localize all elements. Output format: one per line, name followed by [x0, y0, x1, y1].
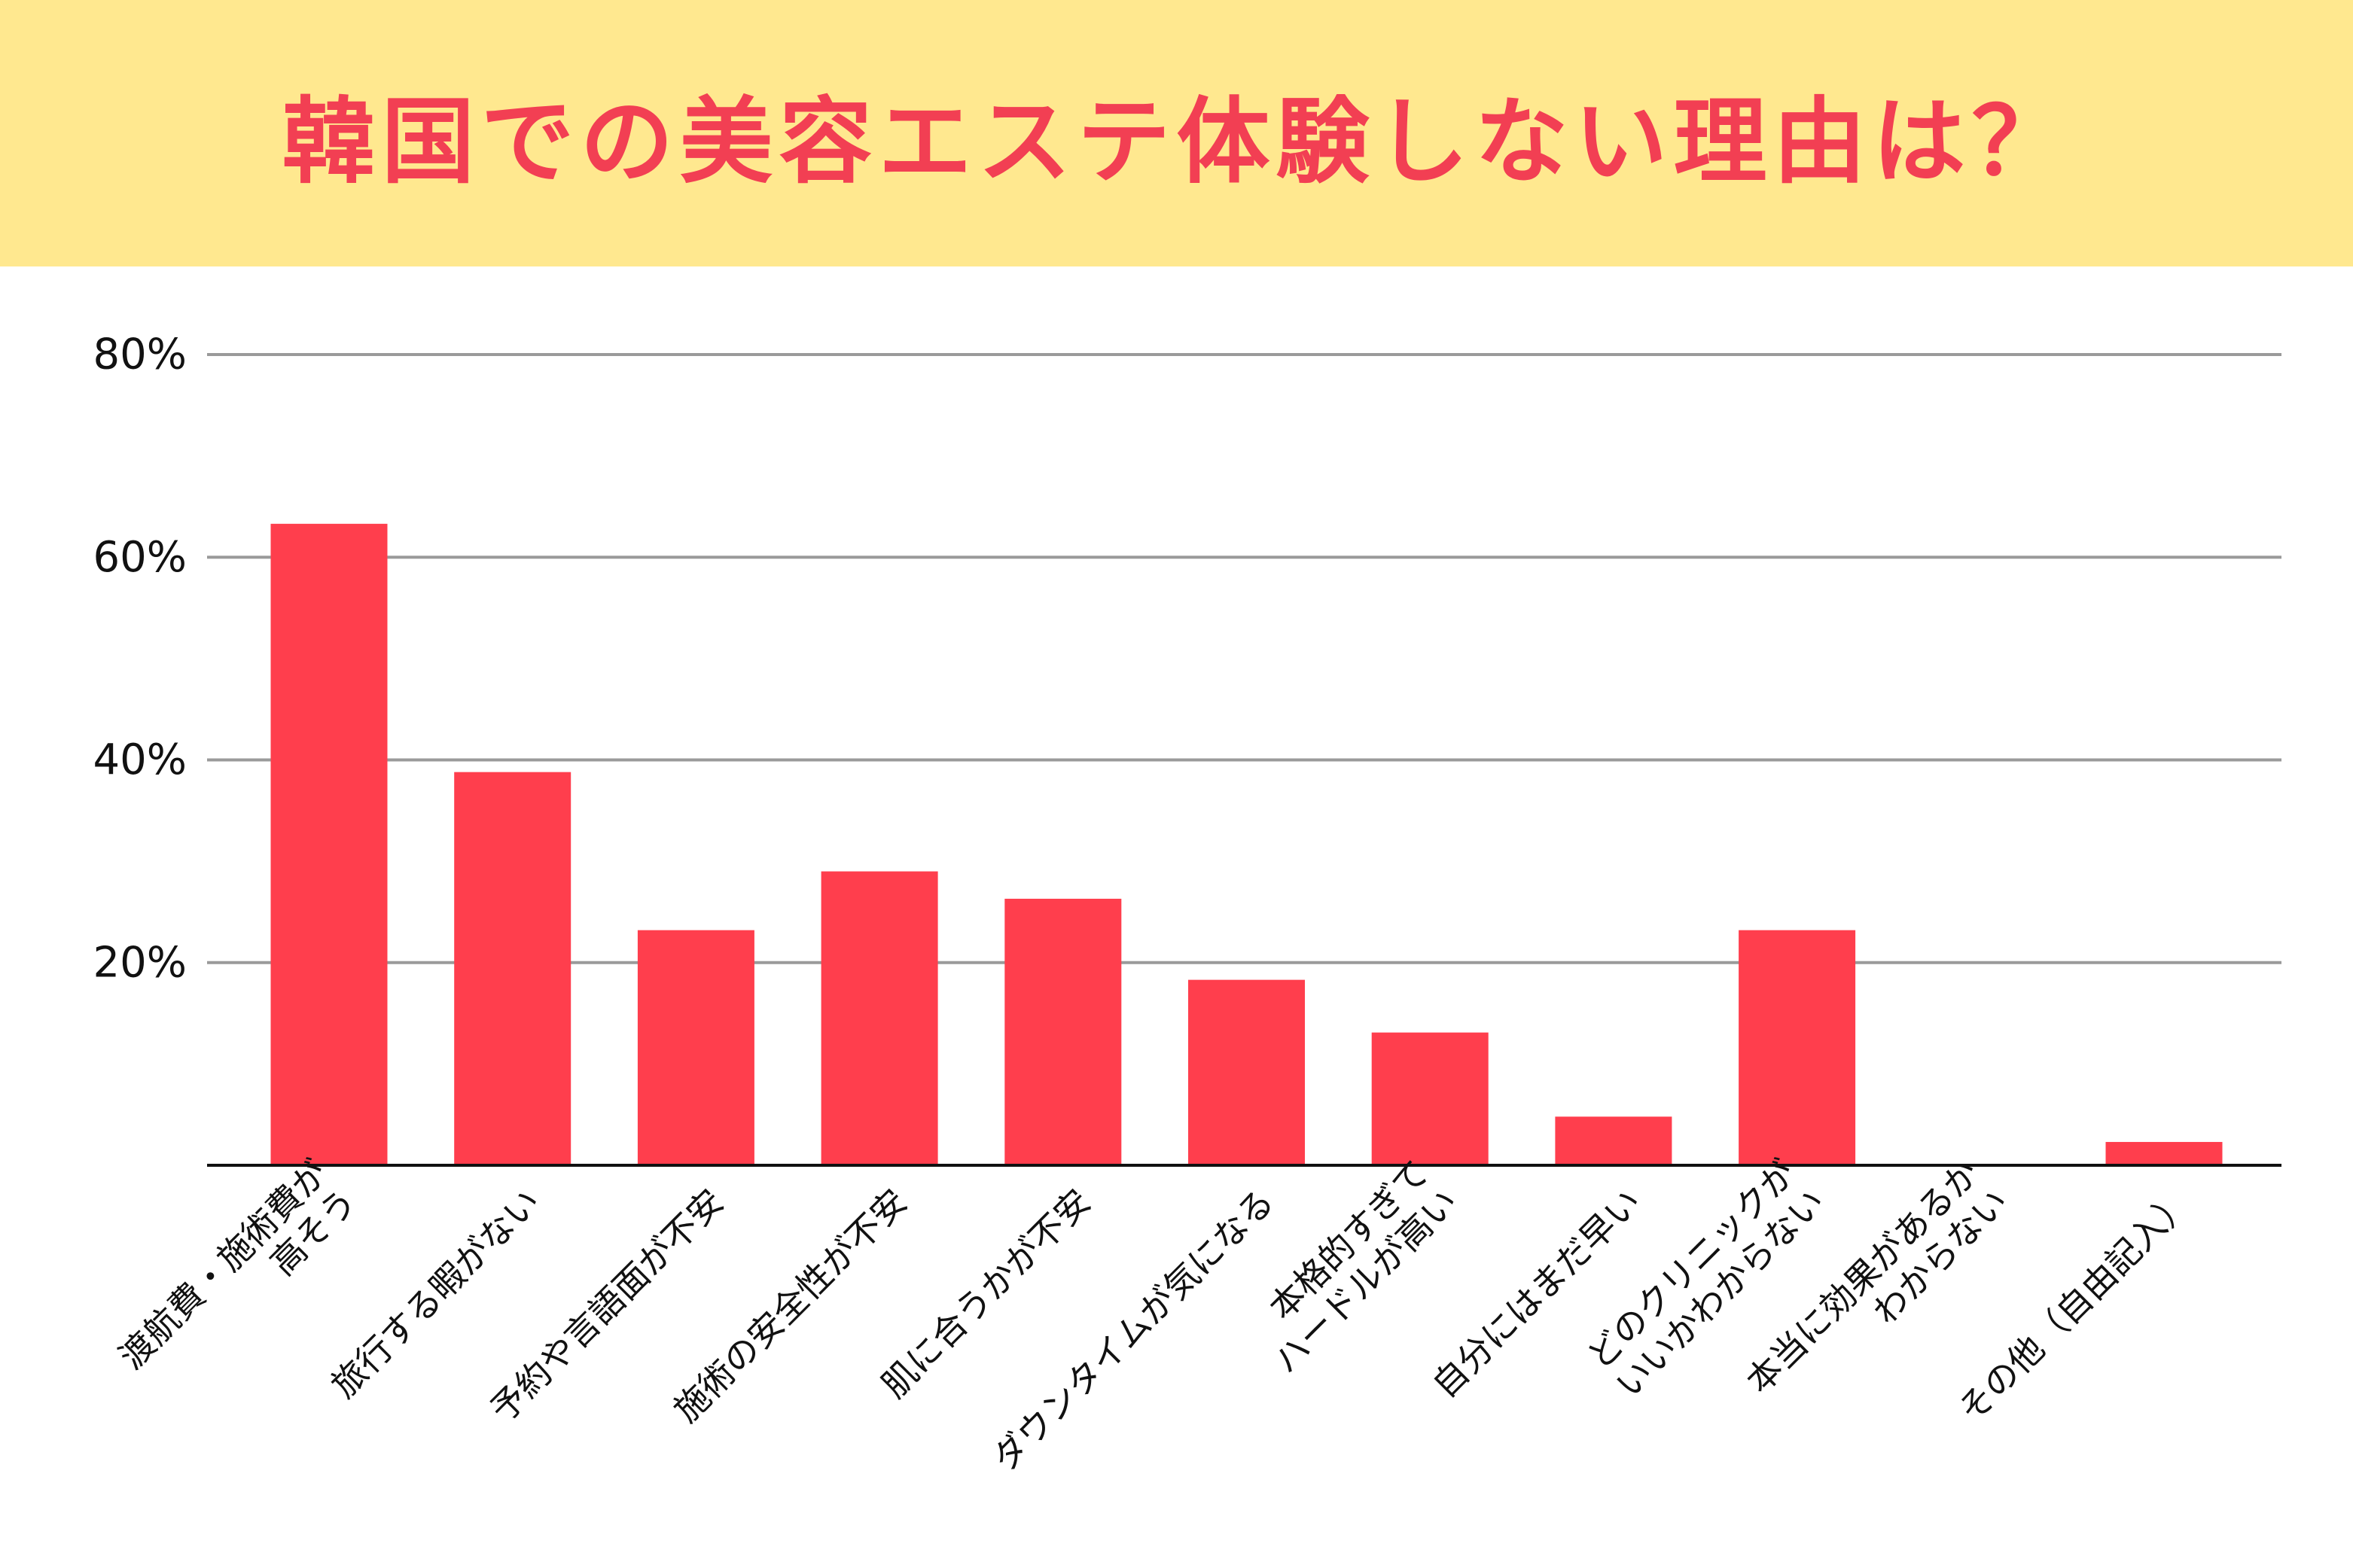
- y-tick-label: 20%: [93, 938, 187, 987]
- y-tick-label: 80%: [93, 330, 187, 379]
- bar: [454, 772, 571, 1165]
- bar: [270, 523, 388, 1165]
- bar: [1004, 898, 1122, 1165]
- bar: [1188, 979, 1305, 1165]
- bar: [1739, 930, 1856, 1165]
- chart-title: 韓国での美容エステ体験しない理由は？: [282, 88, 2071, 196]
- bar: [821, 871, 938, 1165]
- y-tick-label: 40%: [93, 735, 187, 784]
- bar: [1371, 1032, 1489, 1165]
- bar: [637, 930, 754, 1165]
- bar: [2105, 1142, 2223, 1165]
- y-tick-label: 60%: [93, 533, 187, 582]
- title-band: 韓国での美容エステ体験しない理由は？: [0, 0, 2353, 266]
- bar: [1555, 1116, 1672, 1165]
